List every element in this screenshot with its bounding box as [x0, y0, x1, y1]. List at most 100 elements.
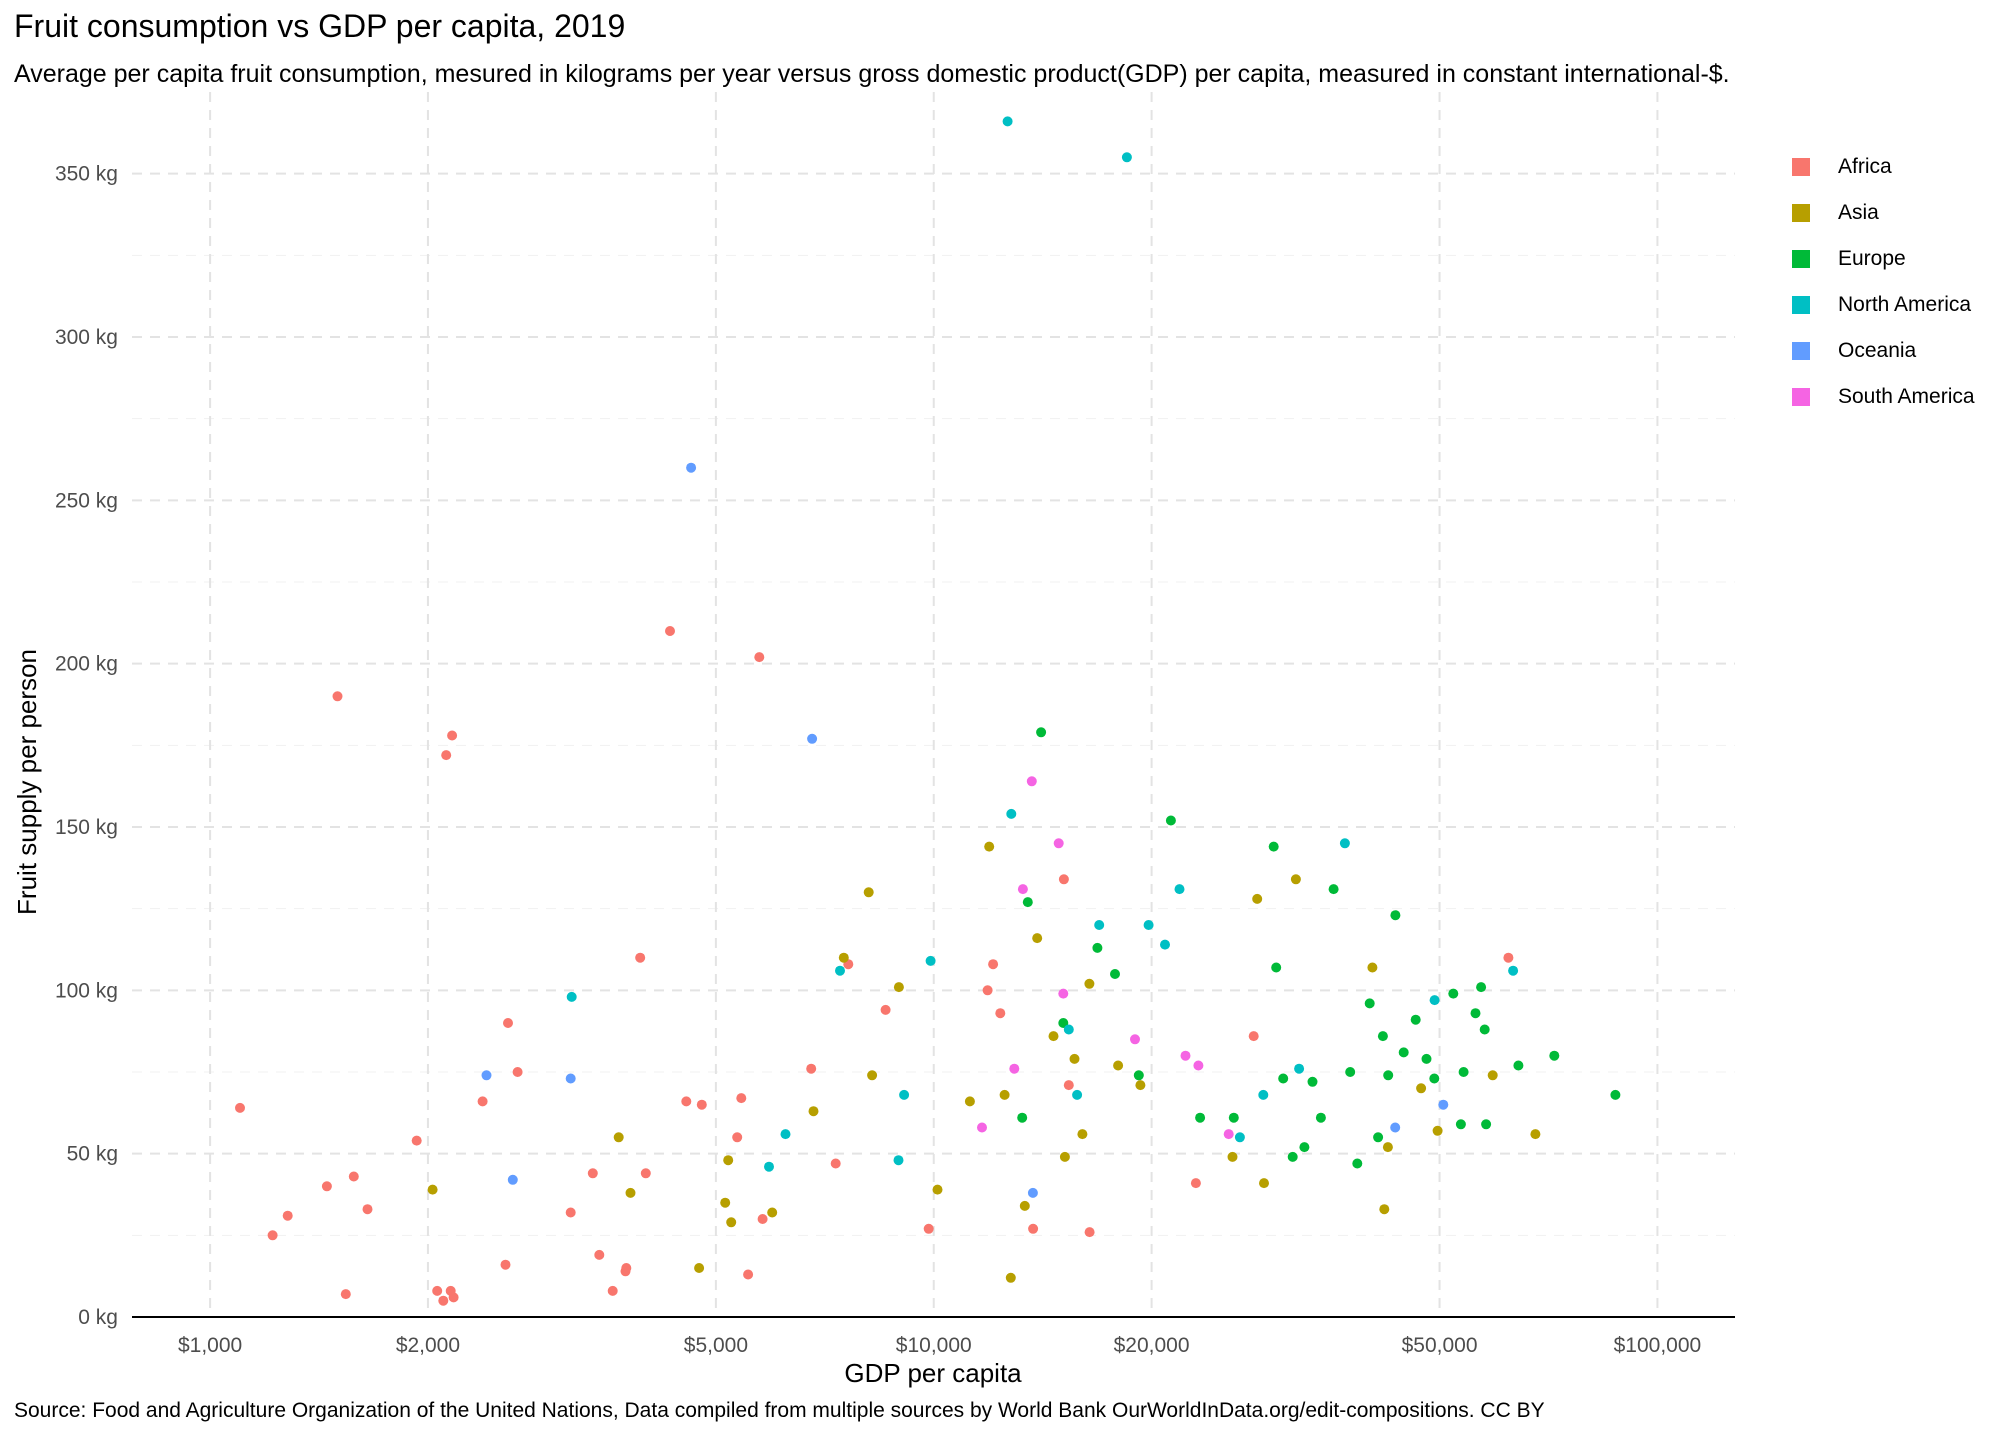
legend-item: Asia	[1792, 190, 1975, 236]
y-tick-label: 300 kg	[55, 326, 118, 349]
data-point	[830, 1158, 841, 1169]
data-point	[1143, 920, 1154, 930]
data-point	[1429, 1073, 1440, 1084]
data-point	[477, 1096, 488, 1107]
data-points	[235, 116, 1621, 1306]
data-point	[665, 626, 675, 636]
data-point	[1530, 1129, 1541, 1140]
data-point	[1058, 988, 1069, 999]
data-point	[1223, 1129, 1234, 1140]
legend-label: Asia	[1838, 201, 1879, 224]
chart-subtitle: Average per capita fruit consumption, me…	[14, 60, 1730, 88]
legend-item: Oceania	[1792, 328, 1975, 374]
data-point	[1549, 1050, 1560, 1061]
data-point	[1002, 116, 1013, 127]
legend-swatch	[1792, 158, 1810, 176]
x-tick-label: $50,000	[1402, 1334, 1478, 1357]
data-point	[1377, 1031, 1388, 1042]
x-tick-label: $20,000	[1114, 1334, 1190, 1357]
data-point	[1053, 838, 1064, 849]
data-point	[235, 1102, 245, 1113]
data-point	[1367, 962, 1378, 973]
data-point	[1345, 1067, 1356, 1077]
data-point	[1092, 942, 1103, 953]
data-point	[1084, 978, 1095, 989]
data-point	[427, 1184, 438, 1195]
data-point	[1429, 995, 1440, 1006]
data-point	[447, 730, 458, 741]
data-point	[1160, 939, 1170, 950]
data-point	[1130, 1034, 1140, 1045]
data-point	[587, 1168, 598, 1179]
series-oceania	[481, 462, 1449, 1198]
data-point	[1069, 1053, 1080, 1064]
data-point	[1508, 965, 1519, 976]
x-axis-ticks: $1,000 $2,000 $5,000 $10,000 $20,000 $50,000 $…	[178, 1334, 1701, 1357]
y-tick-label: 0 kg	[78, 1306, 118, 1329]
data-point	[686, 462, 697, 473]
data-point	[1190, 1178, 1201, 1189]
data-point	[838, 952, 849, 963]
data-point	[1017, 884, 1028, 895]
data-point	[723, 1155, 734, 1166]
data-point	[1017, 1112, 1028, 1123]
data-point	[438, 1295, 449, 1306]
data-point	[607, 1285, 618, 1296]
data-point	[481, 1070, 492, 1081]
data-point	[720, 1197, 731, 1208]
data-point	[984, 841, 995, 852]
y-axis-label: Fruit supply per person	[12, 649, 42, 915]
data-point	[565, 1207, 576, 1218]
legend-label: Europe	[1838, 247, 1906, 270]
data-point	[1180, 1050, 1191, 1061]
data-point	[1503, 952, 1514, 963]
legend-item: Europe	[1792, 236, 1975, 282]
data-point	[565, 1073, 576, 1084]
data-point	[500, 1259, 511, 1270]
y-tick-label: 100 kg	[55, 979, 118, 1002]
data-point	[1307, 1076, 1318, 1087]
data-point	[566, 991, 577, 1002]
data-point	[696, 1099, 707, 1110]
data-point	[1299, 1142, 1310, 1153]
data-point	[1027, 1187, 1038, 1198]
y-axis-ticks: 0 kg 50 kg 100 kg 150 kg 200 kg 250 kg 300 kg 3…	[55, 163, 118, 1329]
series-north-america	[566, 116, 1519, 1172]
chart-title: Fruit consumption vs GDP per capita, 201…	[14, 8, 626, 44]
series-asia	[427, 841, 1541, 1283]
data-point	[764, 1161, 774, 1172]
data-point	[995, 1008, 1006, 1019]
data-point	[923, 1223, 934, 1234]
data-point	[1174, 884, 1185, 895]
y-tick-label: 150 kg	[55, 816, 118, 839]
data-point	[1048, 1031, 1059, 1042]
data-point	[1290, 874, 1301, 885]
data-point	[1390, 1122, 1401, 1133]
data-point	[1252, 893, 1263, 904]
data-point	[999, 1089, 1010, 1100]
data-point	[732, 1132, 743, 1143]
legend-item: South America	[1792, 374, 1975, 420]
data-point	[1121, 152, 1132, 163]
data-point	[507, 1174, 518, 1185]
data-point	[1005, 1272, 1016, 1283]
legend-label: Africa	[1838, 155, 1892, 178]
data-point	[867, 1070, 878, 1081]
data-point	[1028, 1223, 1039, 1234]
y-tick-label: 250 kg	[55, 489, 118, 512]
data-point	[1373, 1132, 1384, 1143]
data-point	[613, 1132, 624, 1143]
data-point	[808, 1106, 819, 1117]
data-point	[1513, 1060, 1524, 1071]
legend-item: North America	[1792, 282, 1975, 328]
data-point	[1410, 1014, 1421, 1025]
data-point	[1268, 841, 1279, 852]
x-tick-label: $5,000	[684, 1334, 748, 1357]
data-point	[1476, 982, 1487, 993]
data-point	[267, 1230, 278, 1241]
data-point	[757, 1214, 768, 1224]
series-europe	[1017, 727, 1621, 1169]
data-point	[1315, 1112, 1326, 1123]
data-point	[1382, 1142, 1393, 1153]
chart-source: Source: Food and Agriculture Organizatio…	[14, 1399, 1545, 1422]
